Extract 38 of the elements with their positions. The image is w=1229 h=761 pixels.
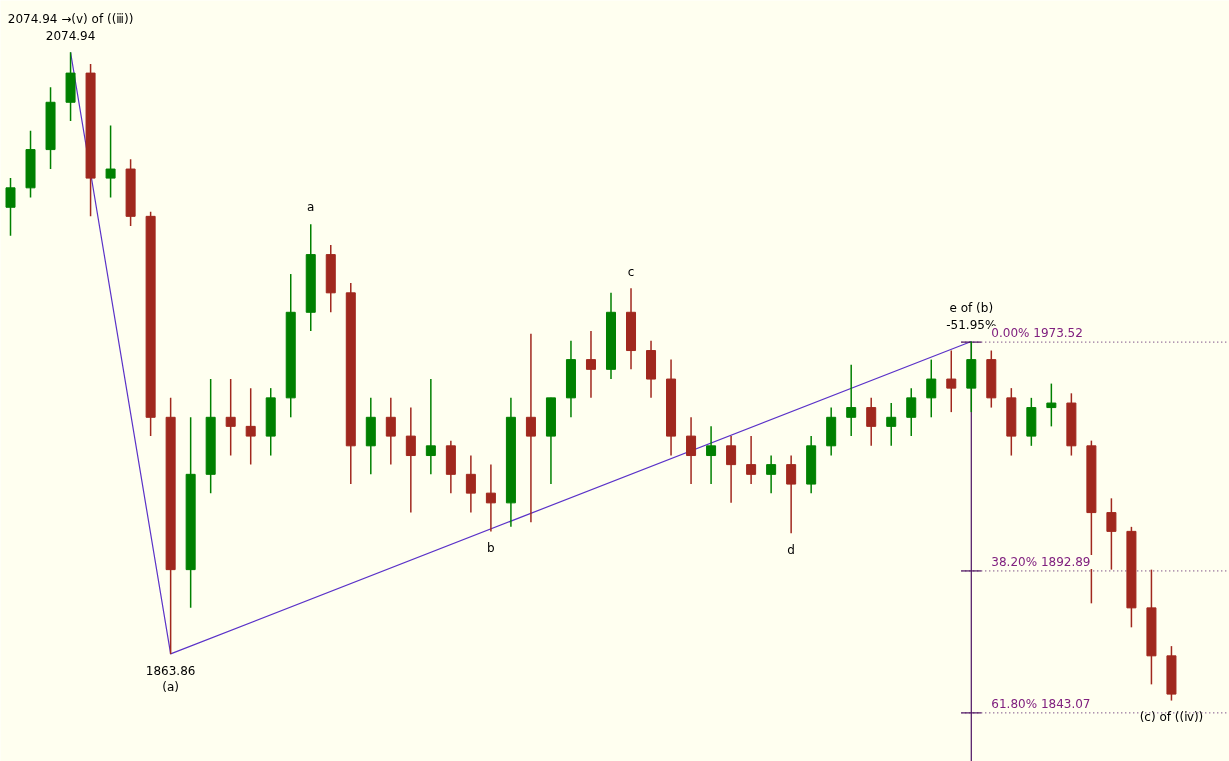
candlestick [225,378,236,457]
annotation: 1863.86 [145,664,196,679]
candlestick [886,402,897,447]
annotation: c [627,264,635,279]
annotation: (a) [162,680,179,695]
annotation: d [787,543,795,558]
candlestick [425,378,436,476]
candlestick [5,177,16,237]
candlestick [946,349,957,413]
candlestick [746,435,757,485]
candlestick [906,387,917,437]
candlestick [1106,497,1117,571]
candlestick [686,416,697,485]
annotation: 0.00% 1973.52 [991,326,1083,341]
annotation: 38.20% 1892.89 [991,554,1091,569]
candlestick [726,435,737,504]
candlestick [1046,382,1057,428]
candlestick [866,397,877,447]
candlestick [405,406,416,514]
candlestick [846,364,857,437]
candlestick [465,454,476,514]
candlestick [766,454,777,494]
candlestick [485,463,496,533]
candlestick [926,358,937,419]
candlestick [105,124,116,199]
candlestick [585,330,596,399]
candlestick [525,332,536,524]
annotation: b [487,541,495,556]
annotation: 2074.94 [45,29,96,44]
candlestick [245,387,256,466]
annotation: e of (b) [949,300,994,315]
annotation: 2074.94 →(v) of ((ⅲ)) [7,11,134,26]
candlestick [786,454,797,535]
annotation: (c) of ((ⅳ)) [1139,710,1204,725]
candlestick [385,397,396,466]
annotation: a [307,200,315,215]
candlestick [706,425,717,485]
annotation: 61.80% 1843.07 [991,696,1091,711]
